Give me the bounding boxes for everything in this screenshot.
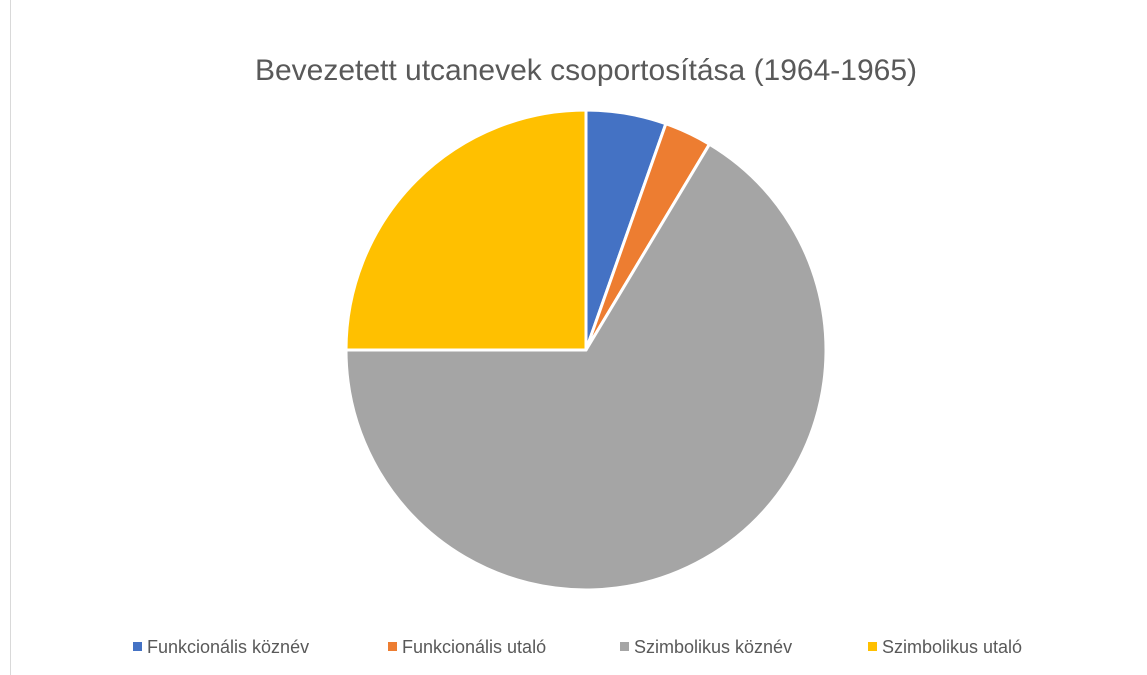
legend-swatch	[620, 642, 629, 651]
legend-swatch	[868, 642, 877, 651]
chart-title: Bevezetett utcanevek csoportosítása (196…	[255, 54, 917, 87]
pie-slice	[344, 108, 588, 352]
legend-label: Szimbolikus köznév	[634, 637, 792, 657]
legend-swatch	[388, 642, 397, 651]
legend-label: Funkcionális utaló	[402, 637, 546, 657]
pie-slice	[344, 142, 828, 592]
legend-swatch	[133, 642, 142, 651]
legend-label: Szimbolikus utaló	[882, 637, 1022, 657]
legend-label: Funkcionális köznév	[147, 637, 309, 657]
